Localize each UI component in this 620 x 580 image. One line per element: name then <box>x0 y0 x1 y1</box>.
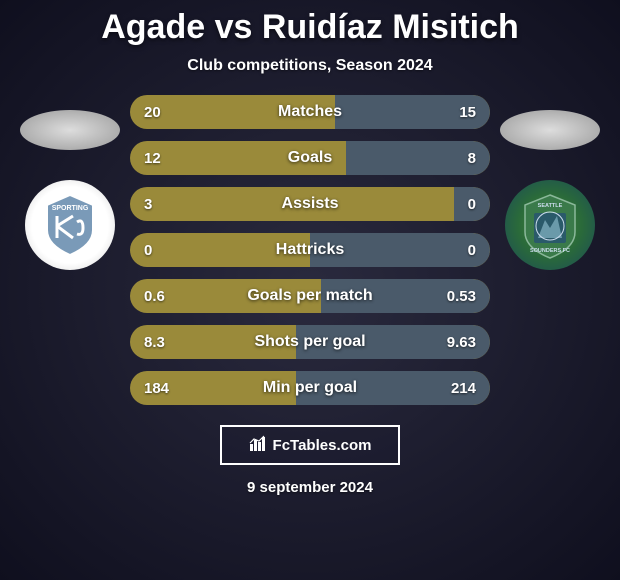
stat-label: Min per goal <box>263 379 357 397</box>
stat-label: Goals per match <box>247 287 372 305</box>
right-club-crest: SEATTLE SOUNDERS FC <box>505 180 595 270</box>
chart-icon <box>249 434 267 457</box>
left-avatar-placeholder <box>20 110 120 150</box>
right-player-column: SEATTLE SOUNDERS FC <box>500 95 600 270</box>
stat-label: Shots per goal <box>254 333 365 351</box>
sounders-fc-icon: SEATTLE SOUNDERS FC <box>515 190 585 260</box>
stat-row: 20 Matches 15 <box>130 95 490 129</box>
stat-left-value: 184 <box>144 380 169 397</box>
page-subtitle: Club competitions, Season 2024 <box>187 57 432 75</box>
stat-label: Matches <box>278 103 342 121</box>
stat-right-value: 8 <box>468 150 476 167</box>
stats-column: 20Matches1512Goals83Assists00Hattricks00… <box>130 95 490 405</box>
stat-left-value: 8.3 <box>144 334 165 351</box>
svg-text:SOUNDERS FC: SOUNDERS FC <box>530 248 570 254</box>
svg-text:SEATTLE: SEATTLE <box>538 203 563 209</box>
right-avatar-placeholder <box>500 110 600 150</box>
stat-row: 12 Goals 8 <box>130 141 490 175</box>
stat-right-value: 9.63 <box>447 334 476 351</box>
stat-left-value: 0.6 <box>144 288 165 305</box>
stat-right-value: 214 <box>451 380 476 397</box>
left-player-column: SPORTING <box>20 95 120 270</box>
stat-left-value: 20 <box>144 104 161 121</box>
stat-right-value: 15 <box>459 104 476 121</box>
left-club-crest: SPORTING <box>25 180 115 270</box>
stat-row: 0 Hattricks 0 <box>130 233 490 267</box>
stat-left-value: 0 <box>144 242 152 259</box>
brand-box[interactable]: FcTables.com <box>220 425 400 465</box>
stat-right-value: 0.53 <box>447 288 476 305</box>
stat-row: 0.6 Goals per match 0.53 <box>130 279 490 313</box>
stat-left-value: 3 <box>144 196 152 213</box>
stat-label: Hattricks <box>276 241 344 259</box>
stat-right-value: 0 <box>468 242 476 259</box>
page-title: Agade vs Ruidíaz Misitich <box>101 8 519 47</box>
main-area: SPORTING 20 Matches 15 12 Goals 8 3 Assists 0 0 Ha… <box>0 95 620 405</box>
stat-row: 184 Min per goal 214 <box>130 371 490 405</box>
stat-label: Assists <box>282 195 339 213</box>
stat-label: Goals <box>288 149 332 167</box>
brand-text: FcTables.com <box>273 437 372 454</box>
date-text: 9 september 2024 <box>247 479 373 496</box>
svg-text:SPORTING: SPORTING <box>52 205 89 212</box>
stat-row: 8.3 Shots per goal 9.63 <box>130 325 490 359</box>
stat-left-value: 12 <box>144 150 161 167</box>
sporting-kc-icon: SPORTING <box>35 190 105 260</box>
root-container: Agade vs Ruidíaz Misitich Club competiti… <box>0 0 620 580</box>
stat-row: 3 Assists 0 <box>130 187 490 221</box>
stat-right-value: 0 <box>468 196 476 213</box>
